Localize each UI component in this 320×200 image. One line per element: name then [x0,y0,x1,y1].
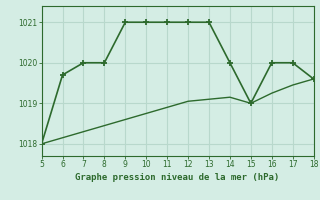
X-axis label: Graphe pression niveau de la mer (hPa): Graphe pression niveau de la mer (hPa) [76,173,280,182]
